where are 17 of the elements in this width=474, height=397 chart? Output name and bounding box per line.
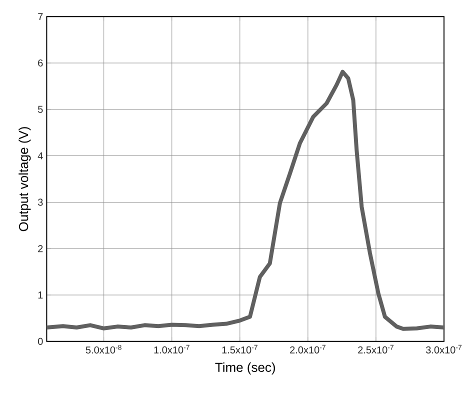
x-tick-label: 2.5x10$^{-7}$ <box>358 344 394 354</box>
y-tick-label: 2 <box>38 245 43 252</box>
y-tick-label: 1 <box>38 292 43 298</box>
x-tick-label: 3.0x10$^{-7}$ <box>426 344 462 354</box>
y-tick-label: 6 <box>38 59 43 67</box>
x-tick-label: 5.0x10$^{-8}$ <box>86 344 122 354</box>
x-axis-title: Time (sec) <box>215 362 275 375</box>
y-tick-label: 4 <box>38 152 43 160</box>
x-tick-label: 1.5x10$^{-7}$ <box>222 344 258 354</box>
y-tick-label: 7 <box>38 13 43 20</box>
y-tick-label: 3 <box>38 198 43 206</box>
y-tick-label: 0 <box>38 338 43 345</box>
line-series <box>46 70 444 331</box>
x-tick-label: 2.0x10$^{-7}$ <box>290 344 326 354</box>
x-tick-label: 1.0x10$^{-7}$ <box>154 344 190 354</box>
y-axis-title: Output voltage (V) <box>18 127 31 232</box>
y-tick-label: 5 <box>38 106 43 113</box>
